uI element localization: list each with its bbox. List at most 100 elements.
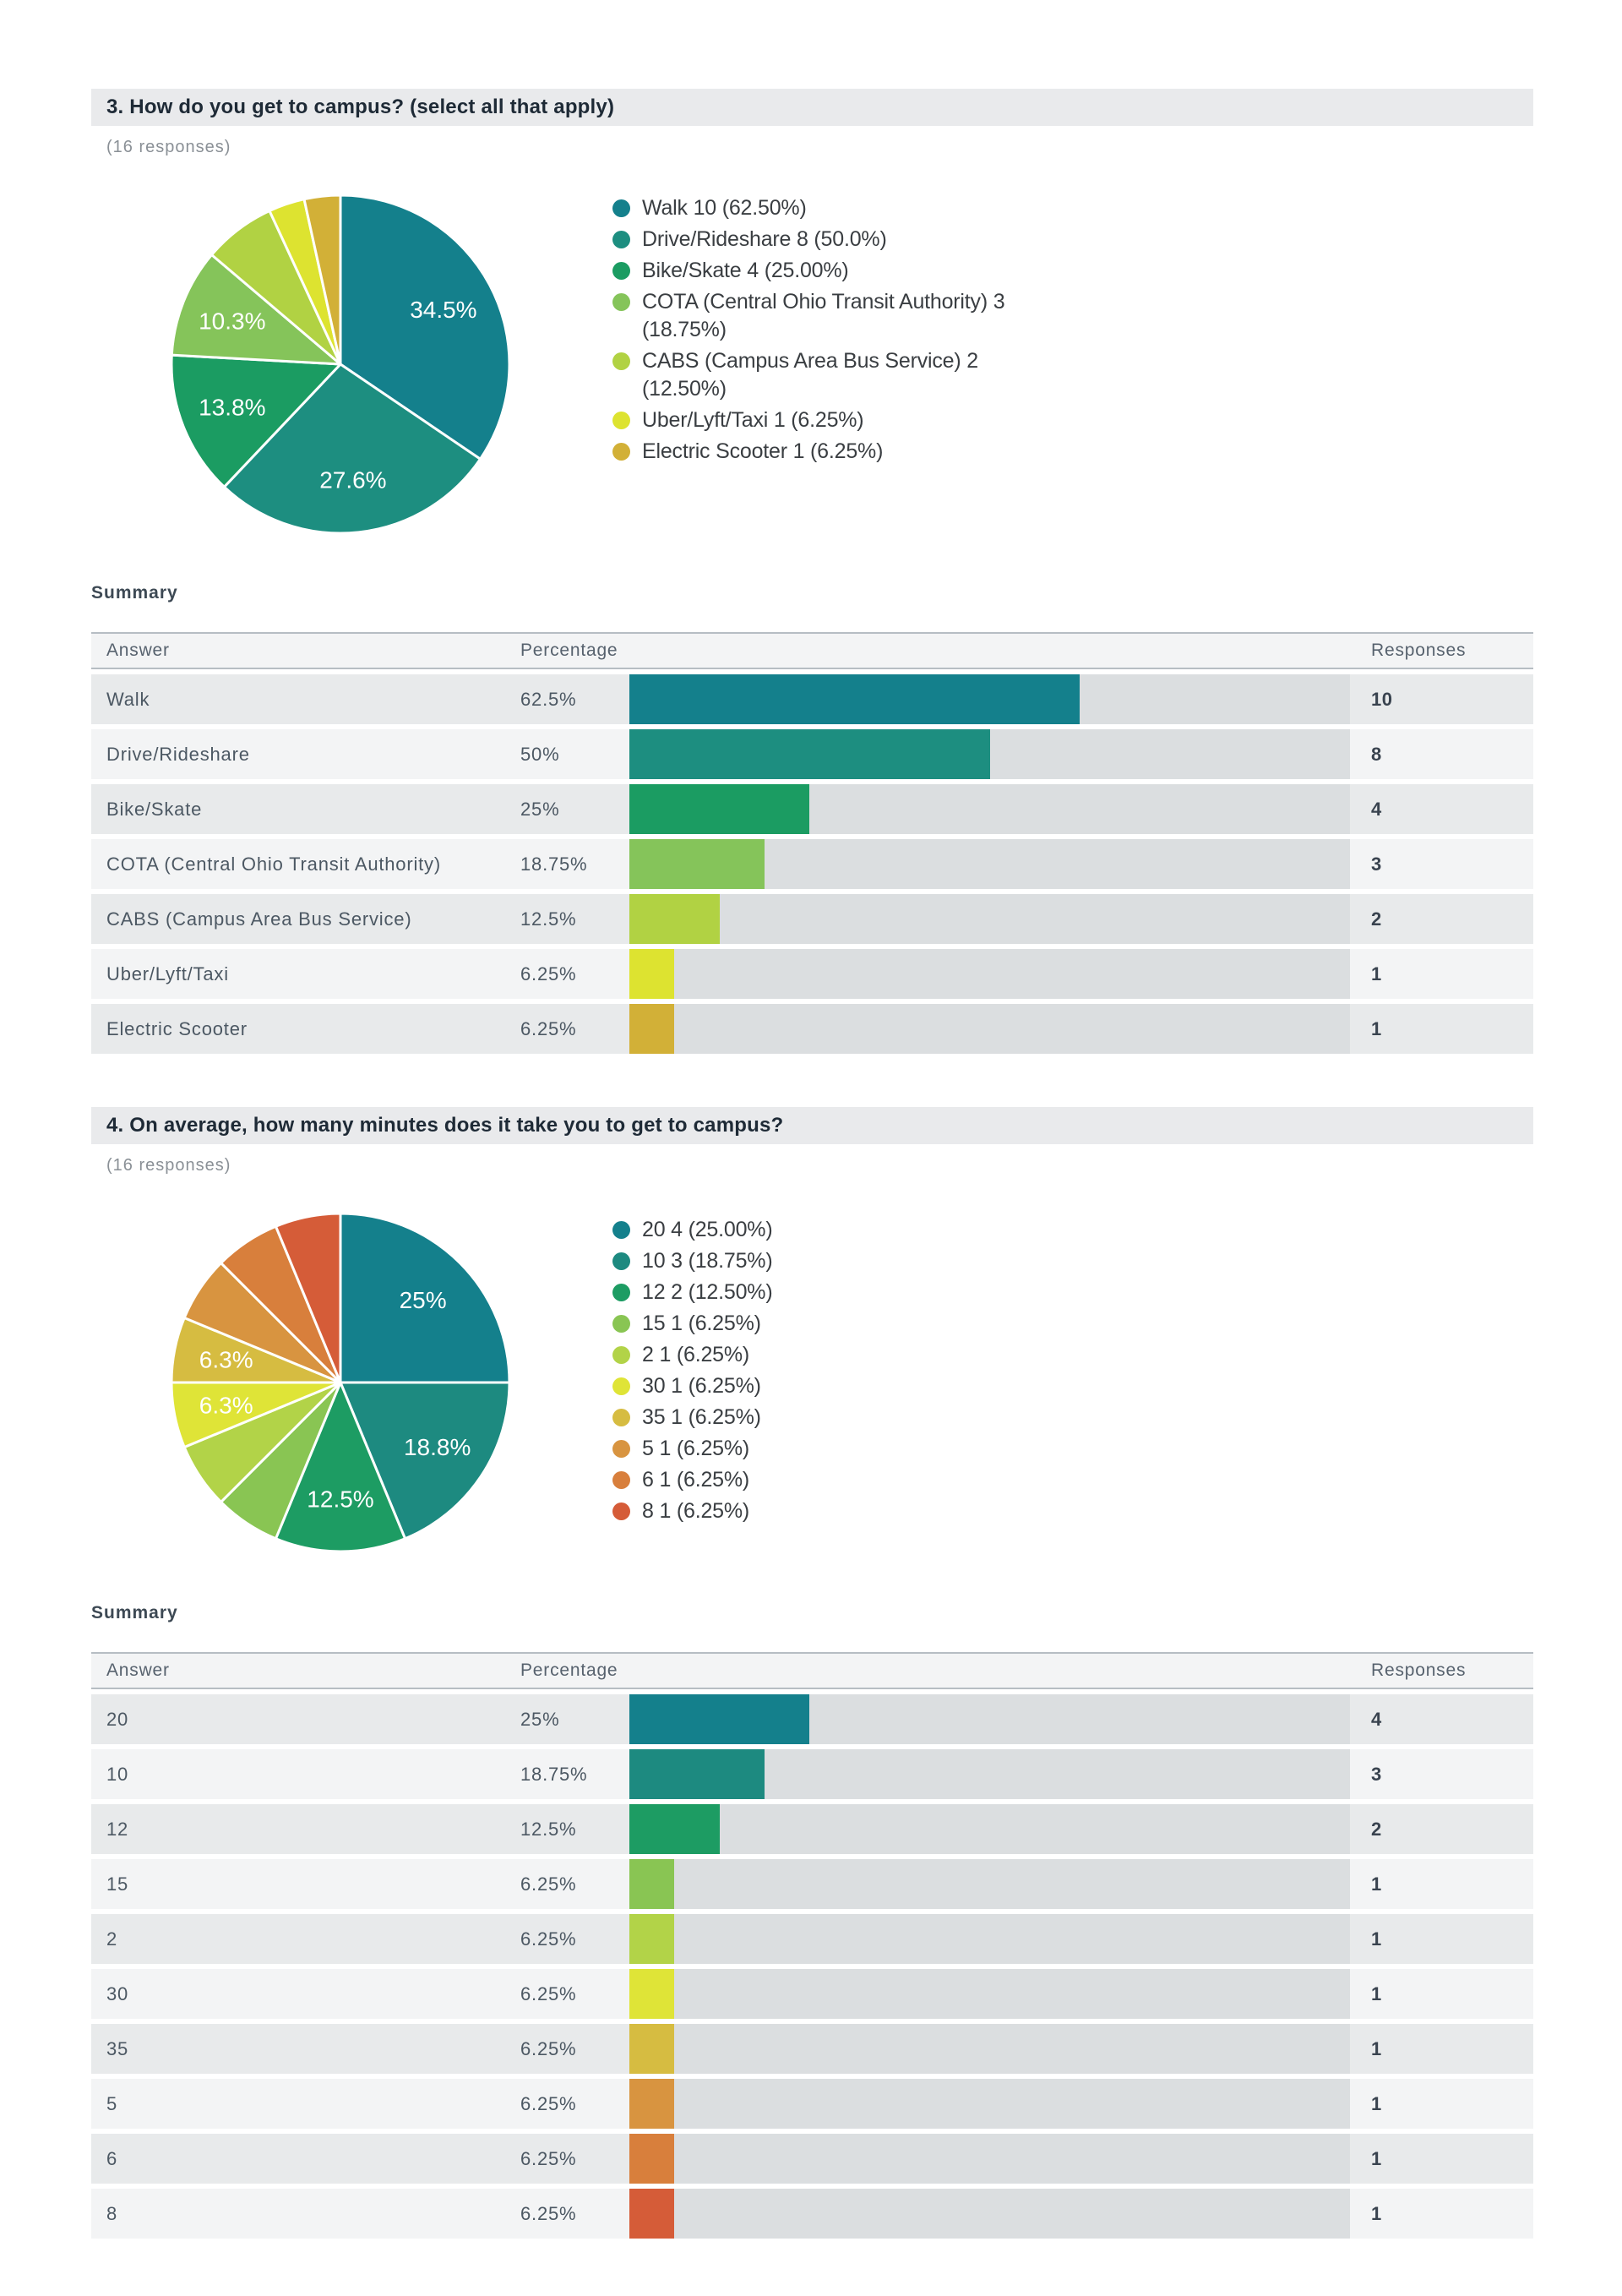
question-4-summary-table: Answer Percentage Responses 20 25% 4 10 18.7… — [91, 1652, 1533, 2239]
percentage-cell: 6.25% — [520, 2147, 577, 2169]
percentage-bar — [629, 729, 990, 779]
percentage-bar-track — [629, 1914, 1350, 1964]
answer-cell: Walk — [106, 688, 150, 710]
percentage-bar — [629, 1749, 765, 1799]
legend-label: Drive/Rideshare 8 (50.0%) — [642, 227, 887, 251]
table-row-drive-rideshare: Drive/Rideshare 50% 8 — [91, 729, 1533, 779]
question-3-responses-count: (16 responses) — [106, 138, 231, 156]
legend-swatch-icon — [612, 1315, 630, 1333]
percentage-bar-track — [629, 2024, 1350, 2074]
pie-slice-walk — [339, 194, 511, 461]
percentage-bar-track — [629, 1804, 1350, 1854]
percentage-bar-track — [629, 2079, 1350, 2129]
percentage-bar-track — [629, 674, 1350, 724]
responses-cell: 1 — [1371, 2037, 1382, 2059]
responses-cell: 1 — [1371, 2092, 1382, 2114]
table-row-2: 2 6.25% 1 — [91, 1914, 1533, 1964]
pie-slice-label-walk: 34.5% — [410, 297, 476, 323]
legend-item-20: 20 4 (25.00%) — [612, 1214, 1010, 1246]
table-row-uber-lyft-taxi: Uber/Lyft/Taxi 6.25% 1 — [91, 949, 1533, 999]
answer-cell: 8 — [106, 2202, 118, 2224]
answer-cell: 35 — [106, 2037, 129, 2059]
answer-cell: 20 — [106, 1708, 129, 1730]
legend-item-30: 30 1 (6.25%) — [612, 1371, 1010, 1402]
percentage-cell: 6.25% — [520, 2092, 577, 2114]
percentage-cell: 6.25% — [520, 2202, 577, 2224]
percentage-bar-track — [629, 784, 1350, 834]
responses-cell: 1 — [1371, 963, 1382, 984]
percentage-bar — [629, 1859, 675, 1909]
legend-label: 5 1 (6.25%) — [642, 1437, 750, 1460]
legend-swatch-icon — [612, 1284, 630, 1301]
percentage-cell: 6.25% — [520, 2037, 577, 2059]
pie-slice-label-30: 6.3% — [199, 1392, 253, 1418]
legend-item-cabs-campus-area-bus-service: CABS (Campus Area Bus Service) 2 (12.50%… — [612, 346, 1010, 405]
percentage-bar-track — [629, 1749, 1350, 1799]
legend-swatch-icon — [612, 262, 630, 280]
question-3-title: 3. How do you get to campus? (select all… — [106, 95, 615, 118]
legend-item-5: 5 1 (6.25%) — [612, 1433, 1010, 1464]
column-header-responses: Responses — [1371, 1661, 1467, 1680]
legend-item-bike-skate: Bike/Skate 4 (25.00%) — [612, 255, 1010, 286]
percentage-bar — [629, 1914, 675, 1964]
percentage-bar-track — [629, 1694, 1350, 1744]
responses-cell: 3 — [1371, 1763, 1382, 1785]
pie-slice-12 — [274, 1381, 407, 1553]
pie-slice-label-cota-central-ohio-transit-authority: 10.3% — [199, 308, 265, 334]
column-header-responses: Responses — [1371, 641, 1467, 660]
legend-label: 8 1 (6.25%) — [642, 1499, 750, 1523]
table-row-35: 35 6.25% 1 — [91, 2024, 1533, 2074]
percentage-bar — [629, 2134, 675, 2184]
legend-swatch-icon — [612, 1502, 630, 1520]
percentage-bar — [629, 2189, 675, 2239]
table-row-6: 6 6.25% 1 — [91, 2134, 1533, 2184]
percentage-bar-track — [629, 1004, 1350, 1054]
responses-cell: 1 — [1371, 2202, 1382, 2224]
pie-slice-cota-central-ohio-transit-authority — [170, 254, 342, 366]
summary-heading: Summary — [91, 1603, 178, 1622]
percentage-cell: 18.75% — [520, 1763, 588, 1785]
percentage-bar-track — [629, 729, 1350, 779]
pie-slice-label-bike-skate: 13.8% — [199, 395, 265, 421]
table-row-walk: Walk 62.5% 10 — [91, 674, 1533, 724]
answer-cell: 2 — [106, 1928, 118, 1950]
legend-swatch-icon — [612, 412, 630, 429]
legend-item-drive-rideshare: Drive/Rideshare 8 (50.0%) — [612, 224, 1010, 255]
legend-item-10: 10 3 (18.75%) — [612, 1246, 1010, 1277]
table-row-electric-scooter: Electric Scooter 6.25% 1 — [91, 1004, 1533, 1054]
responses-cell: 1 — [1371, 1017, 1382, 1039]
question-4-header-bar: 4. On average, how many minutes does it … — [91, 1107, 1533, 1144]
legend-label: 30 1 (6.25%) — [642, 1374, 761, 1398]
legend-swatch-icon — [612, 293, 630, 311]
pie-slice-label-35: 6.3% — [199, 1347, 253, 1373]
answer-cell: 6 — [106, 2147, 118, 2169]
answer-cell: 5 — [106, 2092, 118, 2114]
percentage-bar — [629, 2079, 675, 2129]
column-header-answer: Answer — [106, 641, 170, 660]
answer-cell: Electric Scooter — [106, 1017, 248, 1039]
column-header-answer: Answer — [106, 1661, 170, 1680]
legend-label: Bike/Skate 4 (25.00%) — [642, 259, 849, 282]
table-row-20: 20 25% 4 — [91, 1694, 1533, 1744]
answer-cell: Bike/Skate — [106, 798, 203, 820]
responses-cell: 8 — [1371, 743, 1382, 765]
table-row-30: 30 6.25% 1 — [91, 1969, 1533, 2019]
percentage-bar — [629, 839, 765, 889]
summary-heading: Summary — [91, 583, 178, 603]
legend-label: Uber/Lyft/Taxi 1 (6.25%) — [642, 408, 864, 432]
legend-swatch-icon — [612, 1252, 630, 1270]
percentage-bar-track — [629, 2189, 1350, 2239]
legend-label: 12 2 (12.50%) — [642, 1280, 773, 1304]
question-3-summary-table: Answer Percentage Responses Walk 62.5% 10 D… — [91, 632, 1533, 1054]
question-4-title: 4. On average, how many minutes does it … — [106, 1114, 784, 1137]
pie-slice-10 — [339, 1381, 511, 1541]
percentage-bar — [629, 784, 810, 834]
responses-cell: 3 — [1371, 853, 1382, 875]
pie-chart-svg: 34.5% 27.6% 13.8% 10.3% — [170, 194, 511, 535]
legend-label: 2 1 (6.25%) — [642, 1343, 750, 1366]
percentage-bar — [629, 674, 1080, 724]
legend-item-electric-scooter: Electric Scooter 1 (6.25%) — [612, 436, 1010, 467]
answer-cell: 12 — [106, 1818, 129, 1840]
pie-slice-20 — [339, 1212, 511, 1384]
